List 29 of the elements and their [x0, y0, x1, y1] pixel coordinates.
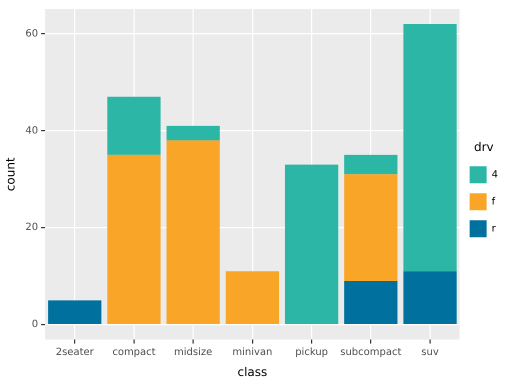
x-tick-label: pickup	[295, 347, 328, 358]
x-axis-title: class	[237, 364, 268, 379]
legend-label: f	[492, 196, 496, 208]
legend-label: r	[492, 223, 497, 234]
legend-title: drv	[474, 140, 494, 154]
y-tick-label: 0	[32, 319, 38, 330]
bar	[344, 280, 398, 324]
bar	[344, 154, 398, 174]
x-tick-label: subcompact	[340, 347, 402, 358]
bar	[107, 154, 161, 324]
y-axis-title: count	[3, 157, 18, 192]
bar	[166, 126, 220, 140]
bar	[107, 96, 161, 155]
bar	[344, 174, 398, 281]
x-tick-label: 2seater	[56, 347, 95, 358]
bar	[226, 271, 280, 324]
y-tick-label: 20	[25, 222, 38, 234]
x-tick-label: compact	[112, 347, 156, 358]
bar	[403, 271, 457, 324]
bar	[166, 140, 220, 324]
x-tick-label: midsize	[174, 347, 212, 358]
bar	[284, 164, 338, 324]
bar	[48, 300, 102, 324]
x-tick-label: minivan	[232, 347, 272, 358]
y-tick-label: 40	[25, 125, 38, 136]
legend-label: 4	[492, 169, 498, 180]
x-tick-label: suv	[421, 347, 439, 358]
bar	[403, 24, 457, 272]
y-tick-label: 60	[25, 28, 38, 40]
